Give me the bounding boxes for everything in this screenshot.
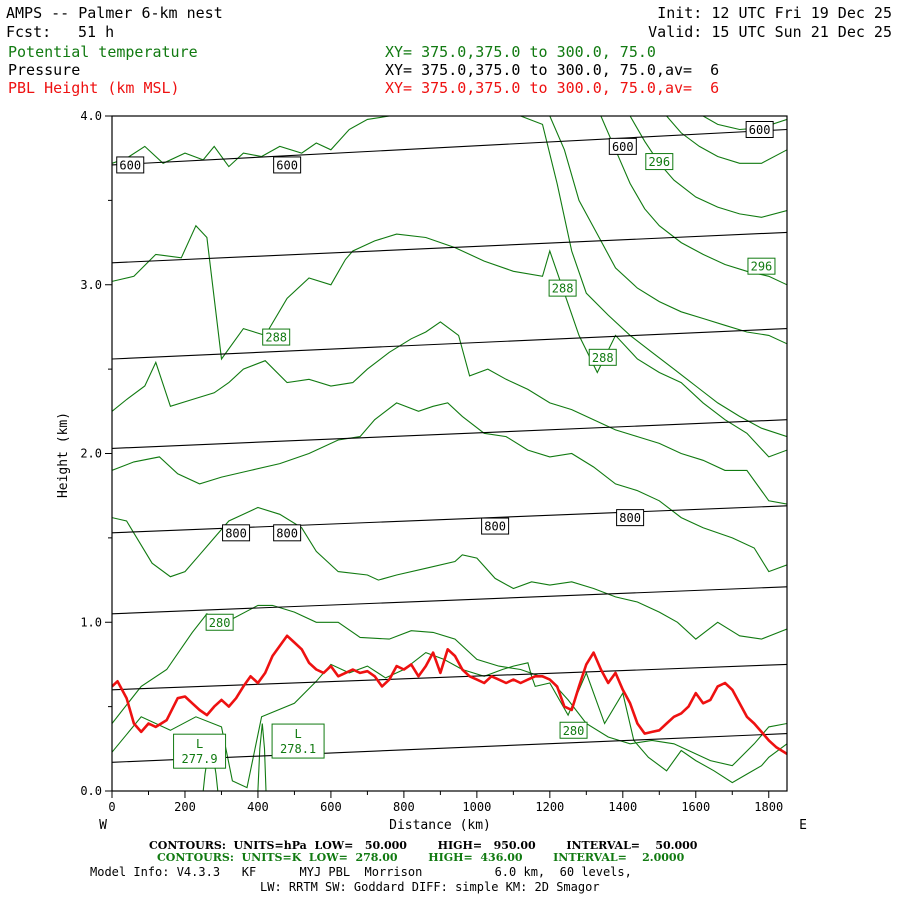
x-tick-label-1000: 1000: [462, 800, 491, 814]
low-box-1: [271, 723, 325, 759]
y-tick-label-4: 4.0: [80, 109, 102, 123]
theta-contour-line-3: [112, 402, 787, 573]
pressure-label-800: 800: [225, 526, 247, 540]
forecast-hours: 51 h: [78, 23, 115, 41]
theta-label-280: 280: [563, 724, 585, 738]
pressure-contour-750: [112, 419, 787, 449]
x-tick-label-400: 400: [247, 800, 269, 814]
x-tick-label-200: 200: [174, 800, 196, 814]
pressure-label-600-box: [608, 137, 637, 155]
contour-labels: 600 600 600 600 800 800 800 800 296 296 288 288 288 2…: [116, 121, 776, 769]
valid-time: Valid: 15 UTC Sun 21 Dec 25: [648, 23, 892, 41]
field-pbl-height-xy: XY= 375.0,375.0 to 300.0, 75.0,av= 6: [385, 79, 720, 97]
x-tick-label-800: 800: [393, 800, 415, 814]
theta-contour-line-9: [629, 116, 787, 218]
theta-label-280-box: [559, 721, 588, 739]
pressure-label-600-box: [745, 121, 774, 138]
theta-contour-line-7: [549, 116, 787, 345]
plot-frame: [111, 115, 788, 792]
pressure-label-600: 600: [119, 158, 141, 172]
footer-model-info: Model Info: V4.3.3 KF MYJ PBL Morrison 6…: [90, 865, 632, 879]
theta-label-280-box: [205, 613, 234, 631]
low-marker-0: L: [196, 737, 203, 751]
forecast-label: Fcst:: [6, 23, 52, 41]
pressure-label-600: 600: [276, 158, 298, 172]
y-tick-label-2: 2.0: [80, 447, 102, 461]
axes: 0 200 400 600 800 1000 1200 1400 1600 1800 0.0 1.0 2…: [80, 109, 783, 814]
pressure-label-600: 600: [612, 140, 634, 154]
pressure-label-800-box: [273, 524, 302, 542]
pressure-label-800: 800: [484, 520, 506, 534]
y-tick-label-3: 3.0: [80, 278, 102, 292]
low-value-1: 278.1: [280, 742, 316, 756]
pressure-contour-850: [112, 586, 787, 615]
theta-label-296-box: [645, 153, 674, 171]
x-tick-label-1200: 1200: [535, 800, 564, 814]
x-tick-label-0: 0: [108, 800, 115, 814]
theta-label-288: 288: [592, 351, 614, 365]
pressure-contour-650: [112, 231, 787, 264]
field-pressure: Pressure: [8, 61, 81, 79]
pressure-label-800-box: [481, 517, 510, 535]
chart-title: AMPS -- Palmer 6-km nest: [6, 4, 223, 22]
theta-label-288-box: [262, 328, 291, 346]
y-tick-label-1: 1.0: [80, 615, 102, 629]
pressure-contour-900: [112, 663, 787, 691]
theta-contours: [112, 116, 787, 791]
x-tick-label-1400: 1400: [608, 800, 637, 814]
pressure-label-600-box: [273, 156, 302, 174]
pressure-label-800: 800: [276, 526, 298, 540]
low-marker-1: L: [294, 727, 301, 741]
field-potential-temperature: Potential temperature: [8, 43, 198, 61]
theta-label-288: 288: [552, 282, 574, 296]
theta-label-296: 296: [648, 155, 670, 169]
theta-label-288-box: [548, 279, 577, 297]
theta-label-288: 288: [265, 331, 287, 345]
theta-label-296-box: [747, 257, 776, 275]
pressure-contour-700: [112, 328, 787, 360]
footer-theta-contours: CONTOURS: UNITS=K LOW= 278.00 HIGH= 436.…: [157, 851, 685, 864]
theta-contour-line-2: [112, 506, 787, 640]
theta-label-280: 280: [209, 616, 231, 630]
pressure-label-800: 800: [619, 511, 641, 525]
theta-label-296: 296: [751, 260, 773, 274]
low-value-0: 277.9: [182, 752, 218, 766]
x-left-end-label: W: [99, 818, 107, 833]
x-tick-label-1800: 1800: [754, 800, 783, 814]
y-tick-label-0: 0.0: [80, 784, 102, 798]
pbl-height-line: [112, 634, 787, 756]
footer-pressure-contours: CONTOURS: UNITS=hPa LOW= 50.000 HIGH= 95…: [149, 839, 698, 852]
pressure-label-600: 600: [749, 123, 771, 137]
x-tick-label-1600: 1600: [681, 800, 710, 814]
init-time: Init: 12 UTC Fri 19 Dec 25: [657, 4, 892, 22]
theta-contour-line-6: [112, 116, 787, 438]
field-pbl-height: PBL Height (km MSL): [8, 79, 180, 97]
field-potential-temperature-xy: XY= 375.0,375.0 to 300.0, 75.0: [385, 43, 656, 61]
x-tick-label-600: 600: [320, 800, 342, 814]
pressure-label-600-box: [116, 156, 145, 174]
theta-contour-line-5: [112, 224, 787, 458]
pressure-contours: [112, 128, 787, 763]
low-box-0: [173, 733, 227, 769]
y-axis-label: Height (km): [56, 412, 71, 498]
field-pressure-xy: XY= 375.0,375.0 to 300.0, 75.0,av= 6: [385, 61, 720, 79]
low-contour-line-1: [257, 723, 267, 791]
pbl-series: [112, 634, 787, 756]
theta-contour-line-4: [112, 321, 787, 505]
pressure-label-800-box: [222, 524, 251, 542]
footer-physics-info: LW: RRTM SW: Goddard DIFF: simple KM: 2D…: [260, 880, 600, 894]
pressure-label-800-box: [616, 509, 645, 527]
theta-contour-line-11: [702, 116, 787, 131]
pressure-contour-600: [112, 128, 787, 166]
theta-label-288-box: [588, 348, 617, 366]
x-axis-label: Distance (km): [389, 818, 491, 833]
x-right-end-label: E: [799, 818, 807, 833]
theta-contour-line-10: [666, 116, 787, 164]
